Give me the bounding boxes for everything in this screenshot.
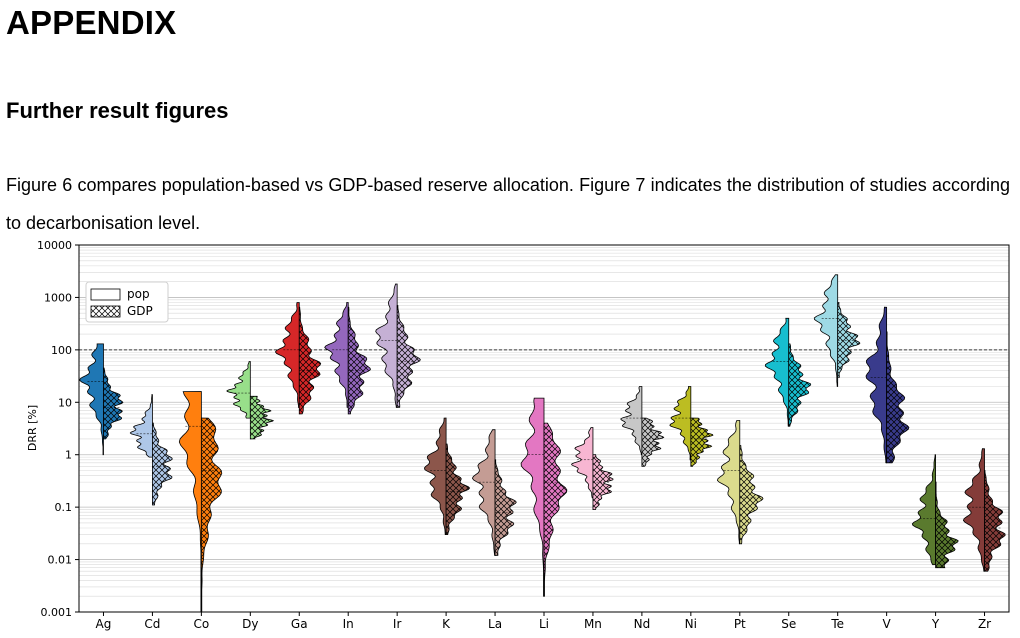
x-tick-label-te: Te [830,617,844,631]
violin-pop-k [423,417,447,536]
violin-pop-li [520,397,545,597]
violin-pop-ag [79,343,104,456]
x-tick-label-pt: Pt [734,617,746,631]
x-tick-label-la: La [488,617,502,631]
x-tick-label-dy: Dy [242,617,258,631]
y-tick-label: 1 [65,449,72,462]
page-heading: APPENDIX [6,4,177,41]
y-tick-label: 10 [58,396,72,409]
x-tick-label-mn: Mn [584,617,602,631]
violin-gdp-hatch-zr [984,470,1006,572]
violin-gdp-hatch-v [886,331,909,463]
legend-swatch-pop [90,288,121,301]
violin-gdp-hatch-ga [299,307,321,414]
violin-gdp-hatch-se [788,343,811,427]
chart-violins [79,274,1006,613]
violin-pop-y [911,454,936,566]
x-tick-label-ni: Ni [685,617,697,631]
x-tick-label-nd: Nd [634,617,651,631]
violin-pop-pt [716,420,741,545]
violin-pop-dy [226,361,251,419]
violin-pop-in [324,302,349,408]
violin-pop-co [178,391,202,613]
x-tick-label-ag: Ag [96,617,112,631]
x-tick-label-k: K [442,617,451,631]
violin-pop-mn [571,427,594,499]
y-tick-label: 100 [51,344,72,357]
x-tick-label-cd: Cd [144,617,160,631]
violin-gdp-hatch-y [935,482,959,568]
y-tick-label: 1000 [44,291,72,304]
x-tick-label-li: Li [539,617,549,631]
violin-pop-ni [669,386,692,461]
violin-gdp-hatch-nd [641,418,664,467]
violin-gdp-hatch-te [837,302,860,378]
x-axis-ticks: Ag Cd Co Dy Ga In Ir K La Li Mn Nd Ni Pt Se Te V Y Zr [96,612,991,631]
violin-pop-la [471,429,496,556]
violin-gdp-hatch-co [201,418,222,612]
violin-gdp-hatch-cd [152,423,173,505]
y-tick-label: 0.01 [48,554,73,567]
x-tick-label-v: V [883,617,892,631]
x-tick-label-zr: Zr [978,617,991,631]
section-heading: Further result figures [6,98,229,123]
x-tick-label-se: Se [781,617,796,631]
x-tick-label-ga: Ga [291,617,308,631]
violin-gdp-hatch-li [544,423,567,597]
violin-pop-cd [129,394,153,458]
y-axis-ticks: 0.001 0.01 0.1 1 10 100 1000 10000 [37,239,79,619]
violin-gdp-hatch-in [348,307,371,414]
legend-label-pop: pop [127,287,150,301]
violin-pop-nd [620,386,643,456]
y-tick-label: 10000 [37,239,72,252]
violin-gdp-hatch-ag [103,368,123,439]
violin-pop-ga [274,302,300,408]
violin-pop-se [764,317,790,427]
violin-gdp-hatch-pt [739,445,763,544]
violin-gdp-hatch-k [446,444,470,535]
legend-label-gdp: GDP [127,304,153,318]
violin-gdp-hatch-la [495,459,517,556]
violin-pop-zr [962,448,985,572]
y-axis-label: DRR [%] [26,405,39,451]
x-tick-label-in: In [343,617,354,631]
legend: pop GDP [85,281,169,323]
violin-gdp-hatch-mn [592,454,614,510]
x-tick-label-y: Y [931,617,940,631]
x-tick-label-ir: Ir [393,617,402,631]
violin-chart: 0.001 0.01 0.1 1 10 100 1000 10000 Ag Cd Co Dy Ga In… [26,239,1010,631]
x-tick-label-co: Co [194,617,210,631]
legend-swatch-gdp [90,305,121,318]
violin-gdp-hatch-dy [250,396,274,439]
y-tick-label: 0.1 [55,501,73,514]
violin-pop-v [865,306,888,464]
violin-gdp-hatch-ni [690,418,713,467]
y-tick-label: 0.001 [41,606,73,619]
violin-gdp-hatch-ir [397,305,421,408]
violin-pop-ir [375,283,398,408]
violin-pop-te [813,274,839,387]
body-paragraph: Figure 6 compares population-based vs GD… [6,175,1010,233]
